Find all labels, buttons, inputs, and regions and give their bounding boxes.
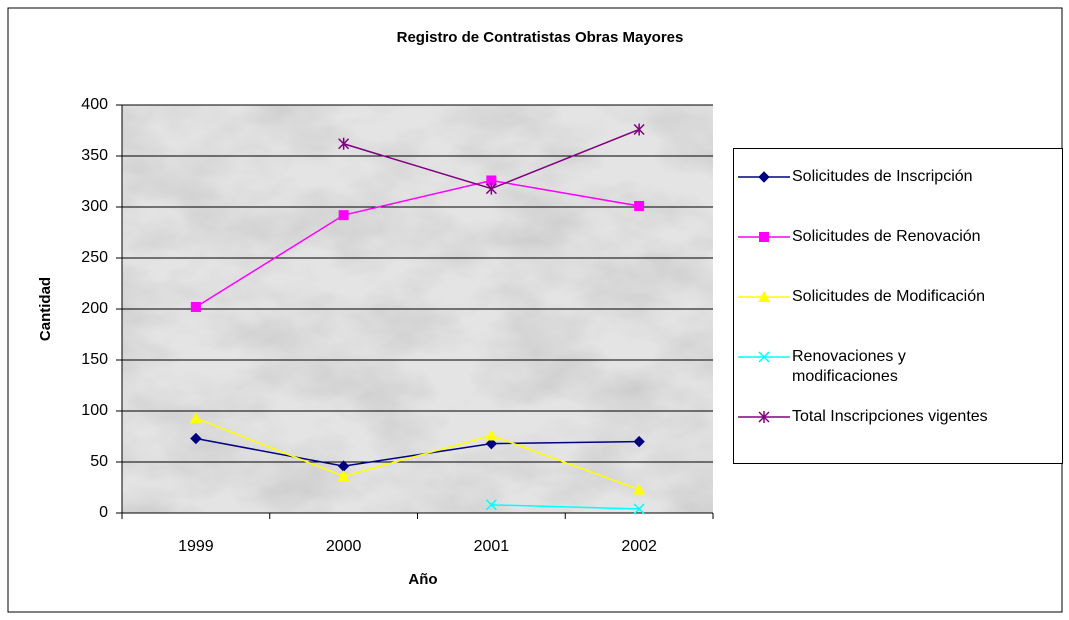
y-tick-label: 350 — [81, 147, 108, 164]
legend-item: Renovaciones y modificaciones — [734, 347, 1064, 387]
marker — [338, 137, 350, 150]
y-tick-label: 250 — [81, 249, 108, 266]
chart-title: Registro de Contratistas Obras Mayores — [397, 29, 684, 46]
marker — [190, 301, 201, 312]
marker — [485, 437, 498, 450]
x-tick-label: 1999 — [178, 538, 214, 555]
legend-label: Total Inscripciones vigentes — [792, 408, 988, 425]
marker — [633, 435, 645, 448]
legend-swatch — [738, 232, 790, 242]
marker — [758, 411, 770, 423]
y-tick-label: 300 — [81, 198, 108, 215]
y-tick-label: 150 — [81, 351, 108, 368]
marker — [338, 210, 349, 221]
marker — [486, 175, 497, 186]
y-tick-label: 0 — [99, 504, 108, 521]
legend-label: Solicitudes de Inscripción — [792, 168, 973, 185]
x-tick-label: 2001 — [474, 538, 510, 555]
legend-swatch — [738, 351, 790, 363]
marker — [759, 232, 769, 242]
marker — [485, 182, 497, 195]
marker — [758, 171, 770, 183]
legend-label: Solicitudes de Renovación — [792, 228, 981, 245]
marker — [758, 291, 770, 302]
legend-swatch — [738, 411, 790, 423]
y-tick-label: 100 — [81, 402, 108, 419]
marker — [190, 432, 202, 445]
marker — [634, 200, 645, 211]
legend-item: Total Inscripciones vigentes — [734, 407, 1064, 427]
y-tick-label: 50 — [90, 453, 108, 470]
marker — [633, 483, 646, 495]
y-tick-label: 400 — [81, 96, 108, 113]
legend-item: Solicitudes de Modificación — [734, 287, 1064, 307]
x-tick-label: 2000 — [326, 538, 362, 555]
series-line — [491, 504, 640, 510]
y-axis-label: Cantidad — [37, 277, 54, 341]
x-axis-label: Año — [408, 571, 437, 588]
x-tick-label: 2002 — [621, 538, 657, 555]
legend-label: Renovaciones y modificaciones — [792, 348, 906, 385]
series-line — [195, 417, 640, 491]
legend: Solicitudes de Inscripción Solicitudes de… — [733, 148, 1063, 464]
y-tick-label: 200 — [81, 300, 108, 317]
series-line — [195, 437, 640, 467]
legend-swatch — [738, 291, 790, 302]
series-line — [195, 179, 640, 308]
legend-swatch — [738, 171, 790, 183]
marker — [633, 123, 645, 136]
marker — [485, 499, 497, 511]
marker — [337, 470, 350, 482]
legend-item: Solicitudes de Inscripción — [734, 167, 1064, 187]
marker — [485, 429, 498, 441]
marker — [633, 503, 645, 515]
marker — [758, 351, 770, 363]
legend-label: Solicitudes de Modificación — [792, 288, 985, 305]
marker — [189, 412, 202, 424]
legend-item: Solicitudes de Renovación — [734, 227, 1064, 247]
